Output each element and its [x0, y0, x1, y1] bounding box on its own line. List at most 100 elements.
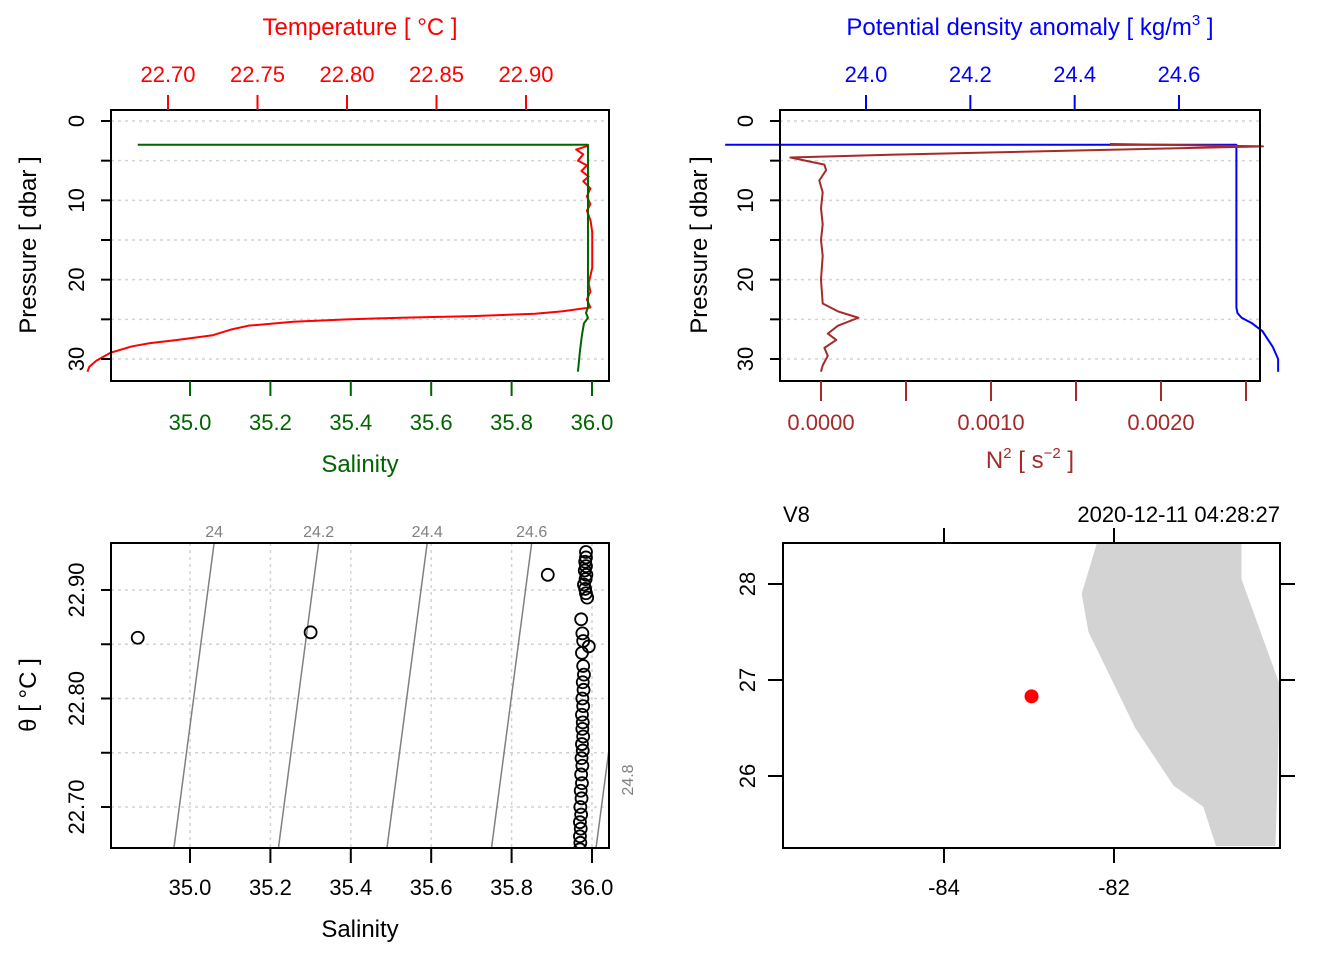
p2-bottom-axis-label-n: N [986, 447, 1003, 474]
ts-point [576, 699, 591, 713]
ts-point [573, 800, 588, 814]
isopycnal-label: 24 [205, 524, 223, 541]
p1-bottom-tick-label: 35.0 [169, 410, 212, 435]
p4-y-tick-label: 27 [735, 668, 760, 692]
ts-point [573, 835, 588, 848]
p1-top-tick-label: 22.75 [230, 62, 285, 87]
p3-x-tick-label: 36.0 [571, 875, 614, 900]
p1-top-tick-label: 22.70 [140, 62, 195, 87]
ts-point [575, 737, 589, 751]
p3-ticks: 35.0 35.2 35.4 35.6 35.8 36.0 22.70 22.80 22.90 [64, 562, 613, 900]
p1-gridlines [111, 120, 609, 360]
p2-top-axis-label-end: ] [1200, 14, 1213, 41]
p3-x-axis-label: Salinity [321, 916, 398, 943]
station-marker[interactable] [1024, 689, 1039, 704]
p1-bottom-axis-label: Salinity [321, 451, 398, 478]
ts-point [574, 807, 589, 822]
p1-top-axis-label: Temperature [ °C ] [263, 14, 458, 41]
p4-y-tick-label: 28 [735, 572, 760, 596]
ts-point [573, 815, 587, 830]
temperature-salinity-panel: 0 10 20 30 22.70 22.75 22.80 22.85 22.90 35.0 35.2… [15, 14, 613, 478]
p1-y-tick-label: 20 [64, 267, 89, 291]
p1-bottom-tick-label: 35.4 [329, 410, 372, 435]
p1-series [86, 143, 594, 373]
ts-point [576, 729, 591, 744]
ts-point [573, 783, 588, 798]
p3-points [130, 545, 596, 848]
ts-point [579, 545, 593, 559]
p2-bottom-axis-label-mid: [ s [1012, 447, 1044, 474]
density-line [725, 143, 1280, 372]
ts-point [573, 829, 587, 844]
p2-gridlines [780, 120, 1260, 360]
p4-frame [782, 542, 1281, 849]
p2-bottom-tick-label: 0.0010 [957, 410, 1024, 435]
p4-y-tick-label: 26 [735, 764, 760, 788]
ts-point [575, 743, 590, 758]
ts-point [577, 667, 591, 682]
ts-point [540, 567, 555, 582]
p2-top-axis-label: Potential density anomaly [ kg/m3 ] [846, 12, 1213, 41]
p2-top-axis-label-sup: 3 [1192, 12, 1200, 29]
p4-x-tick-label: -82 [1098, 875, 1130, 900]
ts-point [575, 626, 590, 641]
isopycnal-line [386, 543, 428, 848]
p3-y-tick-label: 22.80 [64, 671, 89, 726]
p3-y-axis-label: θ [ °C ] [15, 658, 42, 732]
p4-x-tick-label: -84 [928, 875, 960, 900]
isopycnal-label: 24.8 [620, 764, 637, 795]
ts-point [575, 715, 590, 730]
p2-bottom-tick-label: 0.0020 [1127, 410, 1194, 435]
land-polygon [1081, 543, 1280, 847]
p3-x-tick-label: 35.0 [169, 875, 212, 900]
p2-ticks: 0 10 20 30 24.0 24.2 24.4 24.6 0.0000 0.0010 0.002… [733, 62, 1247, 435]
p2-y-tick-label: 0 [733, 115, 758, 127]
p2-bottom-axis-label-sup: 2 [1003, 445, 1011, 462]
p3-isopycnals [173, 543, 609, 848]
ts-point [574, 612, 589, 627]
p3-gridlines [111, 543, 609, 848]
isopycnal-line [490, 543, 533, 848]
p1-y-tick-label: 10 [64, 188, 89, 212]
p1-frame [110, 109, 610, 382]
p3-frame [110, 542, 610, 849]
isopycnal-label: 24.2 [303, 524, 334, 541]
p1-bottom-tick-label: 35.2 [249, 410, 292, 435]
p3-y-tick-label: 22.90 [64, 562, 89, 617]
ts-point [578, 572, 593, 587]
station-name: V8 [783, 502, 810, 527]
p2-bottom-axis-label: N2 [ s−2 ] [986, 445, 1074, 474]
p2-y-tick-label: 10 [733, 188, 758, 212]
p3-x-tick-label: 35.2 [249, 875, 292, 900]
ts-point [580, 590, 595, 605]
n2-line [789, 143, 1264, 372]
p3-y-tick-label: 22.70 [64, 779, 89, 834]
isopycnal-line [277, 543, 320, 848]
p2-top-tick-label: 24.6 [1158, 62, 1201, 87]
p3-x-tick-label: 35.8 [490, 875, 533, 900]
p2-top-tick-label: 24.4 [1053, 62, 1096, 87]
p3-x-tick-label: 35.4 [329, 875, 372, 900]
p1-bottom-tick-label: 36.0 [571, 410, 614, 435]
ts-point [575, 721, 590, 736]
ts-point [575, 675, 590, 690]
ts-point [578, 847, 582, 848]
p1-bottom-tick-label: 35.6 [410, 410, 453, 435]
p2-top-tick-label: 24.0 [845, 62, 888, 87]
p2-bottom-axis-label-end: ] [1061, 447, 1074, 474]
temperature-line [86, 144, 594, 373]
ts-point [574, 791, 589, 806]
isopycnal-line [595, 743, 609, 848]
ts-point [573, 821, 588, 836]
isopycnal-label: 24.4 [412, 524, 443, 541]
ts-point [575, 758, 590, 773]
p3-isopycnal-labels: 24 24.2 24.4 24.6 24.8 [205, 524, 637, 796]
p1-y-tick-label: 30 [64, 347, 89, 371]
ts-point [575, 691, 590, 706]
ts-point [575, 646, 589, 660]
p1-y-tick-label: 0 [64, 115, 89, 127]
density-n2-panel: 0 10 20 30 24.0 24.2 24.4 24.6 0.0000 0.0010 0.002… [686, 12, 1280, 474]
station-map-panel: -84 -82 26 27 28 V8 2020-12-11 04:28:27 [735, 502, 1295, 900]
p4-map-content [1024, 543, 1280, 847]
